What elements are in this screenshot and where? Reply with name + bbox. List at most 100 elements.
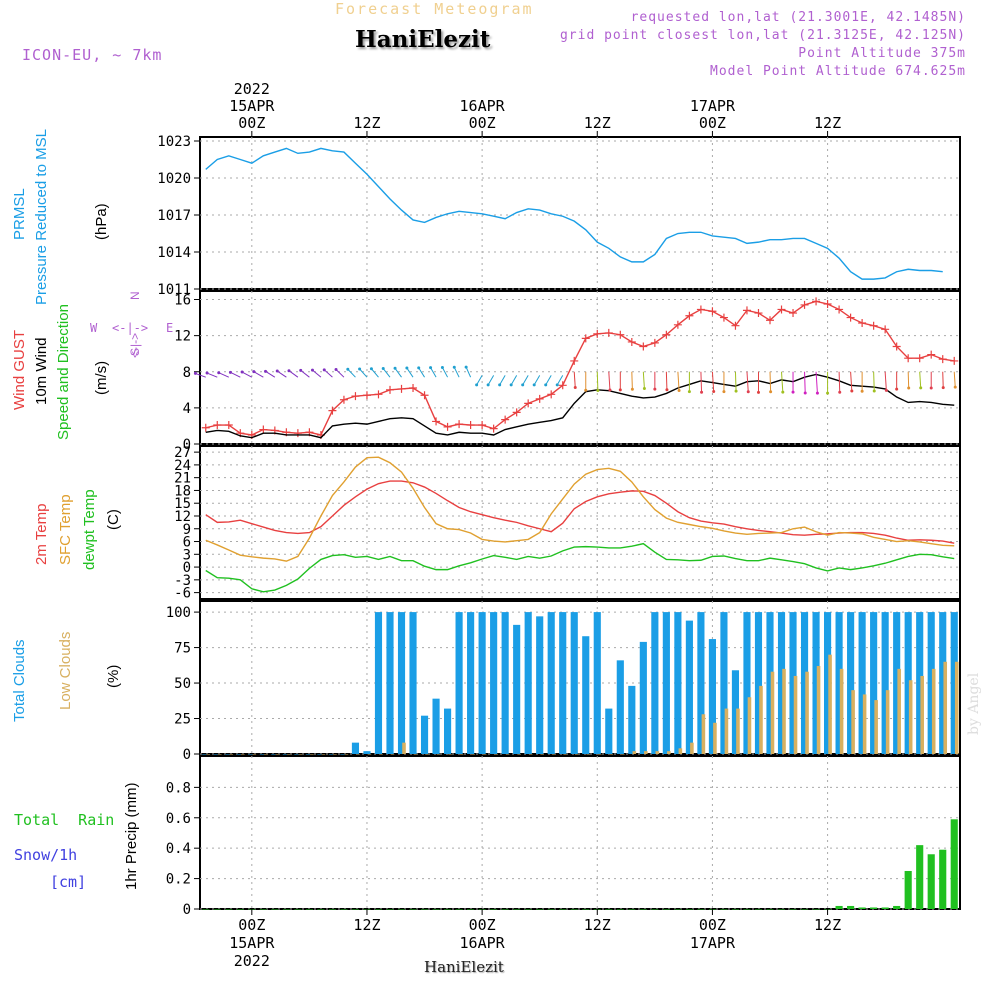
y-tick-label: 24 (174, 458, 191, 474)
bar-total-rain (374, 909, 383, 910)
label-total-rain: Total Rain (14, 811, 114, 829)
wind-arrowhead (334, 368, 338, 372)
compass-w: W (90, 321, 98, 335)
bar-total-rain (282, 909, 290, 910)
axis-label-low-clouds: Low Clouds (57, 632, 74, 710)
axis-label-wind-speed: Speed and Direction (55, 304, 72, 440)
gust-marker (604, 328, 613, 337)
bar-total-clouds (248, 754, 256, 755)
gust-marker (938, 355, 947, 364)
x-tick-label-bottom: 00Z (469, 916, 496, 934)
bar-low-clouds (851, 690, 855, 754)
bar-total-clouds (547, 612, 555, 754)
bar-total-clouds (766, 612, 774, 754)
wind-arrowhead (884, 388, 888, 392)
wind-arrowhead (322, 368, 326, 372)
wind-arrowhead (264, 369, 268, 373)
bar-low-clouds (874, 700, 878, 754)
bar-total-clouds (835, 612, 843, 754)
gust-marker (351, 392, 360, 401)
bar-total-clouds (294, 754, 302, 755)
gust-marker (397, 384, 406, 393)
bar-total-clouds (455, 612, 463, 754)
wind-arrow (359, 368, 368, 378)
wind-arrowhead (941, 386, 945, 390)
gust-marker (201, 423, 210, 432)
y-tick-label: 6 (183, 535, 191, 551)
bar-total-clouds (444, 708, 452, 754)
x-tick-label-top: 16APR (460, 97, 506, 115)
bar-total-clouds (777, 612, 786, 754)
bar-total-clouds (363, 751, 371, 754)
bar-total-clouds (501, 612, 509, 754)
compass-arrow-h: <-|-> (112, 321, 148, 335)
bar-total-rain (294, 909, 302, 910)
y-tick-label: -6 (174, 586, 191, 602)
bar-total-clouds (927, 612, 935, 754)
wind-arrowhead (953, 385, 957, 389)
gust-marker (535, 394, 544, 403)
bar-total-rain (766, 909, 774, 910)
wind-arrow (711, 371, 715, 392)
bar-low-clouds (367, 754, 372, 755)
bar-total-clouds (651, 612, 659, 754)
wind-arrow (700, 371, 703, 393)
bar-low-clouds (333, 754, 337, 755)
y-tick-label: 12 (174, 509, 191, 525)
bar-total-clouds (202, 754, 210, 755)
wind-arrow (347, 368, 356, 378)
wind-arrow (677, 371, 680, 391)
wind-arrow (206, 372, 218, 378)
wind-arrowhead (596, 388, 600, 392)
bar-total-rain (259, 909, 267, 910)
gust-marker (846, 313, 855, 322)
gust-marker (547, 390, 556, 399)
bar-total-clouds (570, 612, 578, 754)
bar-low-clouds (736, 708, 740, 754)
gust-marker (386, 385, 394, 394)
series-line-10m-wind (205, 373, 955, 439)
wind-arrow (394, 367, 402, 378)
wind-arrow (781, 371, 784, 393)
y-tick-label: 1014 (157, 245, 191, 261)
gust-marker (362, 391, 371, 400)
bar-total-rain (397, 909, 406, 910)
wind-arrow (323, 369, 333, 378)
gust-marker (558, 381, 567, 390)
bar-total-clouds (236, 754, 244, 755)
bar-low-clouds (241, 754, 245, 755)
wind-arrow (631, 371, 633, 390)
wind-arrowhead (555, 383, 559, 387)
gust-marker (328, 406, 337, 415)
wind-arrowhead (642, 387, 646, 391)
bar-total-clouds (397, 612, 406, 754)
wind-arrowhead (252, 370, 256, 374)
y-tick-label: 0 (183, 437, 191, 453)
wind-arrowhead (310, 368, 314, 372)
y-tick-label: 8 (183, 365, 191, 381)
bar-total-rain (835, 905, 843, 909)
wind-arrowhead (838, 390, 842, 394)
wind-arrowhead (895, 387, 899, 391)
bar-low-clouds (574, 754, 579, 755)
gust-marker (708, 307, 717, 316)
bar-total-clouds (582, 636, 590, 754)
wind-arrowhead (521, 383, 525, 387)
gust-marker (420, 391, 429, 400)
bar-low-clouds (505, 754, 510, 755)
gust-marker (800, 300, 809, 309)
compass-n: N (128, 291, 142, 300)
gust-marker (858, 318, 867, 327)
wind-arrow (573, 371, 576, 388)
gust-marker (581, 334, 590, 343)
bar-low-clouds (782, 668, 786, 754)
bar-total-clouds (351, 742, 360, 754)
wind-arrowhead (700, 390, 704, 394)
panel-frame (199, 445, 961, 600)
gust-marker (777, 305, 786, 314)
compass-e: E (166, 321, 173, 335)
wind-arrow (596, 371, 599, 391)
wind-arrowhead (275, 369, 279, 373)
bar-low-clouds (759, 685, 763, 754)
wind-arrowhead (417, 366, 421, 370)
